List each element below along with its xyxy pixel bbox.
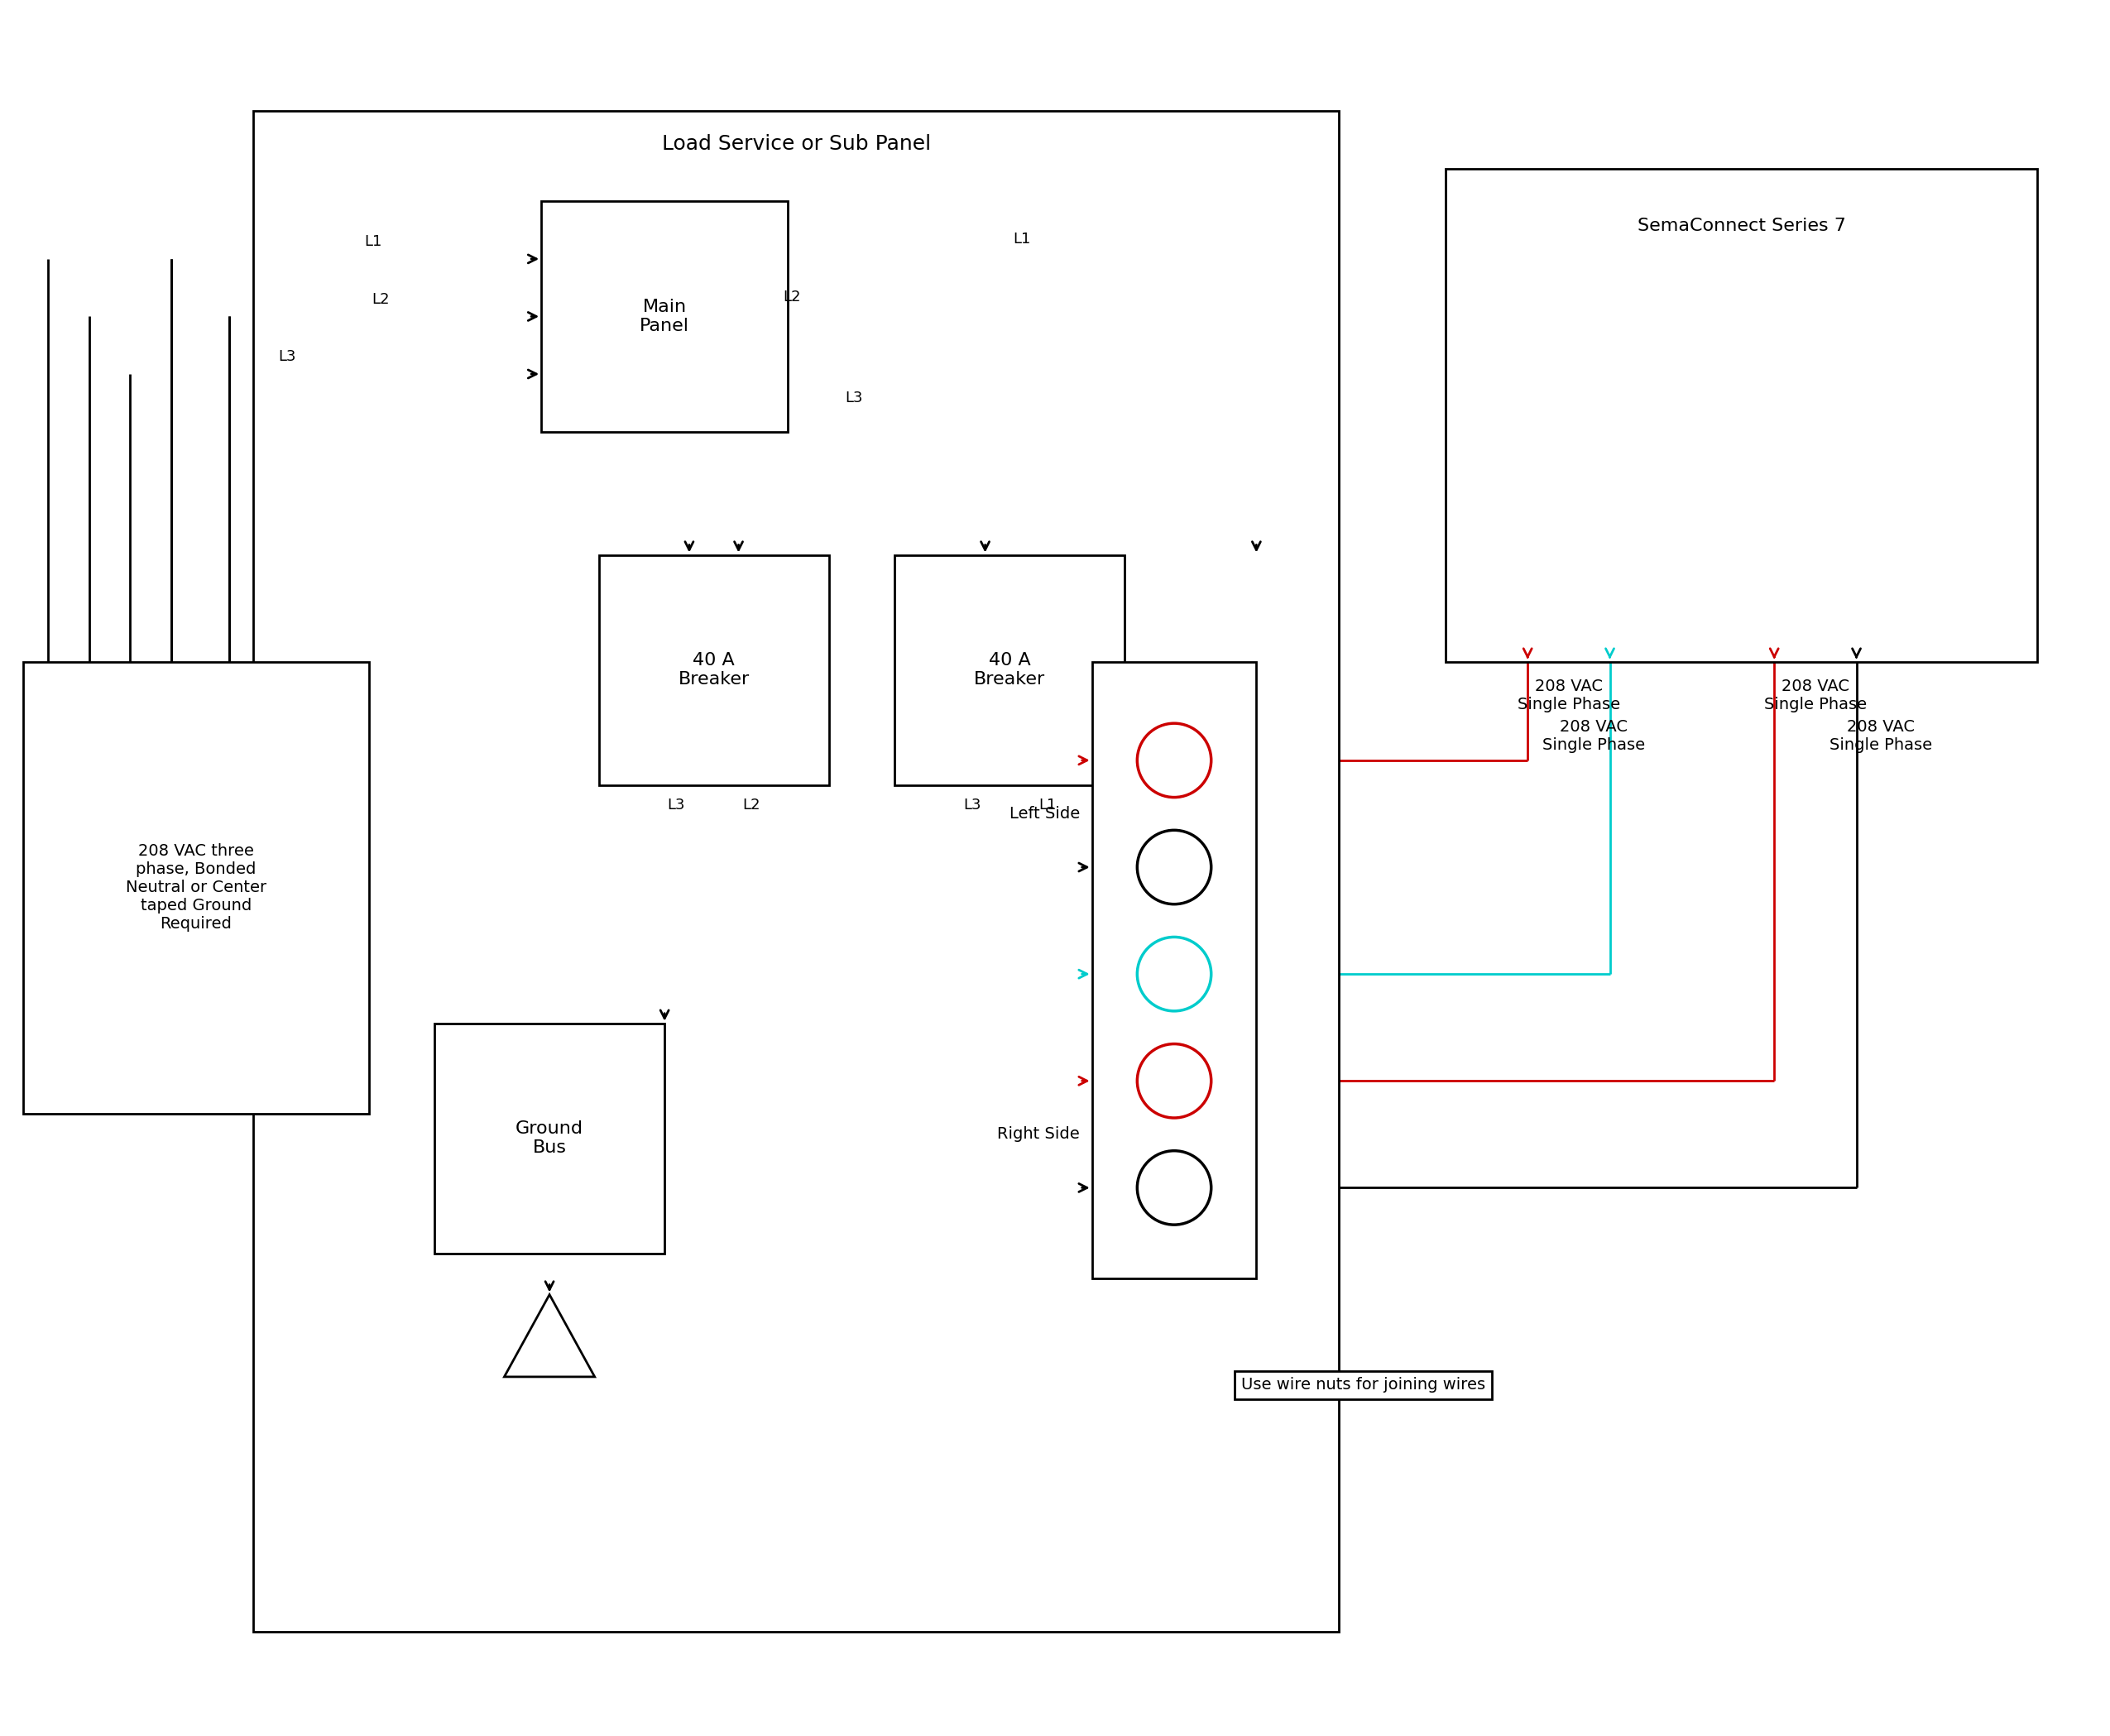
Text: L2: L2 xyxy=(783,290,802,304)
Circle shape xyxy=(1137,1151,1211,1224)
Text: 208 VAC
Single Phase: 208 VAC Single Phase xyxy=(1542,719,1646,753)
Text: L1: L1 xyxy=(1013,231,1032,247)
Bar xyxy=(23,661,369,1115)
Text: Right Side: Right Side xyxy=(998,1127,1080,1142)
Text: L2: L2 xyxy=(743,797,760,812)
Text: 208 VAC three
phase, Bonded
Neutral or Center
taped Ground
Required: 208 VAC three phase, Bonded Neutral or C… xyxy=(127,844,266,932)
Text: L3: L3 xyxy=(964,797,981,812)
Text: Use wire nuts for joining wires: Use wire nuts for joining wires xyxy=(1241,1377,1485,1392)
Text: SemaConnect Series 7: SemaConnect Series 7 xyxy=(1637,217,1846,234)
Bar xyxy=(435,1023,665,1253)
Text: L2: L2 xyxy=(371,292,390,307)
Text: Ground
Bus: Ground Bus xyxy=(515,1120,582,1156)
Circle shape xyxy=(1137,830,1211,904)
Circle shape xyxy=(1137,1043,1211,1118)
Bar xyxy=(895,556,1125,785)
Text: L3: L3 xyxy=(667,797,686,812)
Text: 208 VAC
Single Phase: 208 VAC Single Phase xyxy=(1829,719,1933,753)
Text: Load Service or Sub Panel: Load Service or Sub Panel xyxy=(663,134,931,155)
Bar xyxy=(253,111,1338,1632)
Text: L3: L3 xyxy=(279,349,295,365)
Text: L1: L1 xyxy=(363,234,382,248)
Bar xyxy=(1445,168,2038,661)
Circle shape xyxy=(1137,937,1211,1010)
Text: 208 VAC
Single Phase: 208 VAC Single Phase xyxy=(1764,679,1867,712)
Text: 40 A
Breaker: 40 A Breaker xyxy=(975,653,1044,687)
Circle shape xyxy=(1137,724,1211,797)
Bar xyxy=(1093,661,1255,1278)
Bar xyxy=(599,556,829,785)
Text: 208 VAC
Single Phase: 208 VAC Single Phase xyxy=(1517,679,1620,712)
Text: Left Side: Left Side xyxy=(1009,806,1080,821)
Text: Main
Panel: Main Panel xyxy=(639,299,690,335)
Text: L3: L3 xyxy=(844,391,863,404)
Text: L1: L1 xyxy=(1038,797,1057,812)
Text: 40 A
Breaker: 40 A Breaker xyxy=(677,653,749,687)
Bar xyxy=(542,201,787,432)
